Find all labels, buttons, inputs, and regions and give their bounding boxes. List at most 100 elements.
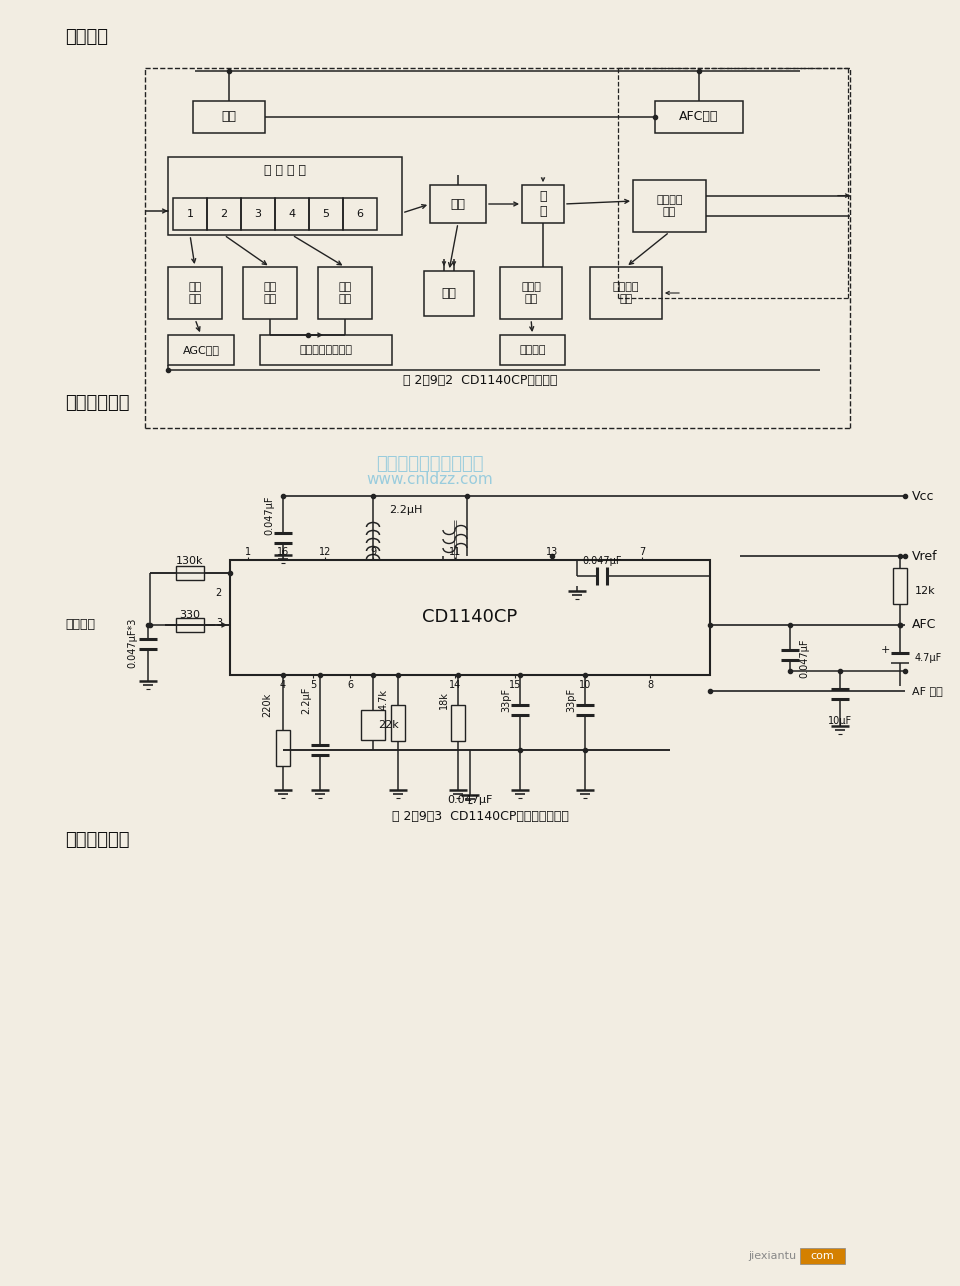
Text: 10μF: 10μF bbox=[828, 716, 852, 727]
Text: CD1140CP: CD1140CP bbox=[422, 608, 517, 626]
Text: 限幅: 限幅 bbox=[450, 198, 466, 211]
Text: 12k: 12k bbox=[915, 585, 936, 595]
Text: 杭州顺客科技有限公司: 杭州顺客科技有限公司 bbox=[376, 455, 484, 473]
Text: 音频放大
静噪: 音频放大 静噪 bbox=[657, 195, 683, 217]
Bar bbox=[633, 180, 706, 231]
Text: 0.047μF*3: 0.047μF*3 bbox=[127, 617, 137, 669]
Text: 直流电平
检出: 直流电平 检出 bbox=[612, 282, 639, 303]
Text: 电气技术指标: 电气技术指标 bbox=[65, 831, 130, 849]
Bar bbox=[309, 198, 343, 230]
Text: 8: 8 bbox=[647, 680, 653, 691]
Bar bbox=[500, 267, 562, 319]
Bar bbox=[241, 198, 275, 230]
Text: 330: 330 bbox=[180, 610, 201, 620]
Text: 33pF: 33pF bbox=[566, 688, 576, 712]
Text: 6: 6 bbox=[347, 680, 353, 691]
Bar bbox=[430, 185, 486, 222]
Text: 5: 5 bbox=[323, 210, 329, 219]
Text: 4: 4 bbox=[288, 210, 296, 219]
Text: 3: 3 bbox=[254, 210, 261, 219]
Bar bbox=[243, 267, 297, 319]
Bar bbox=[451, 705, 465, 741]
Text: 0.047μF: 0.047μF bbox=[799, 638, 809, 678]
Bar bbox=[590, 267, 662, 319]
Text: 2: 2 bbox=[221, 210, 228, 219]
Text: +: + bbox=[880, 646, 890, 655]
Text: 4.7μF: 4.7μF bbox=[915, 653, 943, 664]
Text: 7: 7 bbox=[638, 547, 645, 557]
Bar bbox=[391, 705, 405, 741]
Bar bbox=[893, 567, 907, 603]
Text: 5: 5 bbox=[310, 680, 316, 691]
Text: 中 频 放 大: 中 频 放 大 bbox=[264, 165, 306, 177]
Bar bbox=[230, 559, 710, 675]
Text: 1: 1 bbox=[245, 547, 252, 557]
Text: AFC: AFC bbox=[912, 619, 936, 631]
Text: 33pF: 33pF bbox=[501, 688, 511, 712]
Bar bbox=[318, 267, 372, 319]
Text: 电平
检出: 电平 检出 bbox=[188, 282, 202, 303]
Bar bbox=[500, 334, 565, 365]
Text: 3: 3 bbox=[216, 619, 222, 628]
Text: Vcc: Vcc bbox=[912, 490, 934, 503]
Bar bbox=[343, 198, 377, 230]
Text: 无信号
检出: 无信号 检出 bbox=[521, 282, 540, 303]
Bar bbox=[168, 157, 402, 235]
Text: 中频输入: 中频输入 bbox=[65, 619, 95, 631]
Text: 18k: 18k bbox=[439, 691, 449, 709]
Text: 22k: 22k bbox=[378, 720, 398, 730]
Bar bbox=[193, 102, 265, 132]
Text: 14: 14 bbox=[449, 680, 461, 691]
Text: 10: 10 bbox=[579, 680, 591, 691]
Bar bbox=[800, 1247, 845, 1264]
Text: 典型应用电路: 典型应用电路 bbox=[65, 394, 130, 412]
Text: 130k: 130k bbox=[177, 556, 204, 566]
Bar bbox=[207, 198, 241, 230]
Bar bbox=[522, 185, 564, 222]
Bar bbox=[168, 267, 222, 319]
Text: 6: 6 bbox=[356, 210, 364, 219]
Text: 13: 13 bbox=[546, 547, 558, 557]
Bar bbox=[173, 198, 207, 230]
Text: 220k: 220k bbox=[262, 693, 272, 718]
Text: 16: 16 bbox=[276, 547, 289, 557]
Text: 2: 2 bbox=[216, 588, 222, 598]
Bar bbox=[168, 334, 234, 365]
Text: AGC驱动: AGC驱动 bbox=[182, 345, 220, 355]
Text: 0.047μF: 0.047μF bbox=[264, 495, 274, 535]
Text: 4: 4 bbox=[280, 680, 286, 691]
Text: com: com bbox=[810, 1251, 834, 1262]
Bar bbox=[276, 729, 290, 765]
Text: 11: 11 bbox=[449, 547, 461, 557]
Text: 12: 12 bbox=[319, 547, 331, 557]
Text: 静噪驱动: 静噪驱动 bbox=[519, 345, 545, 355]
Text: 2.2μF: 2.2μF bbox=[301, 687, 311, 714]
Text: jiexiantu: jiexiantu bbox=[748, 1251, 796, 1262]
Bar bbox=[424, 271, 474, 316]
Text: AF 输出: AF 输出 bbox=[912, 685, 943, 696]
Text: 电平
检出: 电平 检出 bbox=[263, 282, 276, 303]
Text: www.cnldzz.com: www.cnldzz.com bbox=[367, 472, 493, 487]
Text: 15: 15 bbox=[509, 680, 521, 691]
Text: 0.047μF: 0.047μF bbox=[447, 795, 492, 805]
Text: 1: 1 bbox=[186, 210, 194, 219]
Text: 9: 9 bbox=[370, 547, 376, 557]
Text: 稳压: 稳压 bbox=[222, 111, 236, 123]
Text: 信号电平显示驱动: 信号电平显示驱动 bbox=[300, 345, 352, 355]
Text: 图 2－9－2  CD1140CP逻辑框图: 图 2－9－2 CD1140CP逻辑框图 bbox=[403, 373, 557, 387]
Bar bbox=[361, 710, 385, 739]
Bar bbox=[260, 334, 392, 365]
Text: 4.7k: 4.7k bbox=[379, 689, 389, 710]
Text: 逻辑框图: 逻辑框图 bbox=[65, 28, 108, 46]
Text: 鉴
频: 鉴 频 bbox=[540, 190, 547, 219]
Text: 反相: 反相 bbox=[442, 287, 457, 300]
Text: 0.047μF: 0.047μF bbox=[583, 556, 622, 566]
Bar bbox=[655, 102, 743, 132]
Bar bbox=[176, 566, 204, 580]
Text: 2.2μH: 2.2μH bbox=[389, 505, 422, 514]
Text: 电平
检出: 电平 检出 bbox=[338, 282, 351, 303]
Text: Vref: Vref bbox=[912, 549, 938, 562]
Text: AFC锁位: AFC锁位 bbox=[680, 111, 719, 123]
Bar bbox=[176, 619, 204, 631]
Text: 图 2－9－3  CD1140CP典型应用电路图: 图 2－9－3 CD1140CP典型应用电路图 bbox=[392, 809, 568, 823]
